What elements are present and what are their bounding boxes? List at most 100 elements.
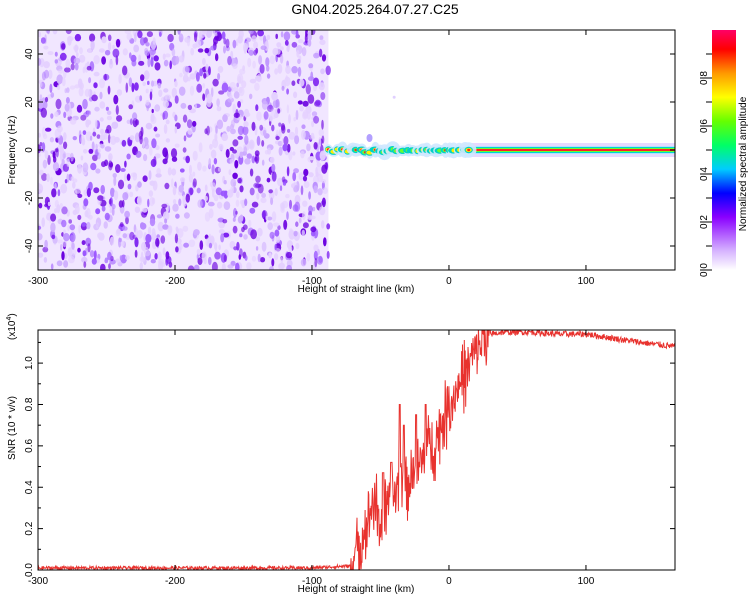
noise-blob	[319, 206, 326, 216]
noise-blob	[147, 80, 150, 85]
noise-blob	[179, 168, 185, 173]
noise-blob	[63, 132, 67, 141]
noise-blob	[244, 255, 248, 261]
noise-blob	[217, 65, 224, 73]
spec-xtick-label: -300	[28, 276, 48, 287]
noise-blob	[253, 49, 258, 56]
noise-blob	[175, 55, 180, 65]
noise-blob	[124, 160, 127, 168]
noise-blob	[54, 128, 62, 139]
noise-blob	[167, 225, 172, 236]
noise-blob	[113, 190, 119, 201]
noise-blob	[292, 151, 296, 156]
noise-blob	[182, 225, 189, 232]
noise-blob	[300, 258, 307, 267]
noise-blob	[305, 84, 311, 95]
noise-blob	[46, 173, 50, 183]
noise-blob	[122, 233, 128, 239]
noise-blob	[63, 233, 70, 242]
noise-blob	[232, 39, 237, 49]
noise-blob	[248, 219, 252, 228]
noise-blob	[76, 104, 83, 113]
noise-blob	[246, 153, 252, 160]
noise-blob	[287, 128, 291, 133]
spectrogram-xlabel: Height of straight line (km)	[298, 284, 415, 295]
noise-blob	[263, 111, 269, 120]
noise-blob	[77, 247, 81, 253]
noise-blob	[199, 240, 204, 251]
noise-blob	[153, 55, 159, 62]
noise-blob	[187, 128, 193, 135]
noise-blob	[296, 50, 300, 58]
noise-blob	[223, 37, 227, 45]
noise-blob	[157, 251, 162, 261]
noise-blob	[286, 104, 290, 114]
noise-blob	[101, 56, 106, 65]
noise-blob	[83, 261, 87, 268]
noise-blob	[244, 158, 251, 165]
noise-blob	[162, 247, 166, 256]
noise-blob	[57, 189, 61, 197]
noise-blob	[99, 101, 106, 109]
noise-blob	[60, 243, 63, 251]
noise-blob	[275, 47, 281, 55]
noise-blob	[274, 229, 280, 237]
noise-blob	[217, 167, 221, 172]
noise-blob	[243, 42, 248, 53]
noise-blob	[115, 105, 119, 115]
noise-blob	[44, 239, 48, 249]
noise-blob	[251, 255, 257, 262]
noise-blob	[320, 220, 325, 229]
snr-ytick-label: 0.2	[24, 521, 35, 535]
noise-blob	[89, 135, 93, 141]
noise-blob	[239, 214, 244, 222]
noise-blob	[99, 91, 103, 100]
noise-blob	[148, 190, 154, 197]
noise-blob	[216, 106, 222, 112]
noise-blob	[197, 257, 203, 266]
noise-blob	[216, 119, 224, 130]
noise-blob	[81, 256, 88, 263]
noise-blob	[190, 47, 195, 56]
noise-blob	[137, 30, 143, 39]
noise-blob	[291, 80, 296, 86]
noise-blob	[321, 54, 327, 62]
noise-blob	[211, 182, 217, 192]
noise-blob	[172, 185, 177, 196]
noise-blob	[147, 226, 152, 235]
noise-blob	[210, 45, 217, 51]
noise-blob	[101, 161, 106, 168]
noise-blob	[105, 129, 109, 134]
noise-blob	[108, 198, 112, 205]
noise-blob	[320, 92, 326, 100]
noise-blob	[38, 169, 44, 176]
noise-blob	[256, 111, 262, 121]
noise-blob	[237, 100, 242, 108]
noise-blob	[93, 82, 98, 89]
noise-blob	[276, 42, 282, 48]
noise-blob	[179, 72, 183, 78]
noise-blob	[302, 175, 308, 182]
noise-blob	[134, 249, 138, 258]
snr-axes: -300 -200 -100 0 100 0.0 0.2 0.4 0.6 0.8 1.0	[24, 330, 675, 587]
noise-blob	[70, 63, 75, 71]
noise-blob	[78, 87, 84, 97]
noise-blob	[79, 47, 83, 55]
noise-blob	[131, 82, 135, 93]
noise-blob	[208, 66, 211, 76]
spec-xtick-label: 100	[578, 276, 595, 287]
noise-blob	[97, 195, 104, 201]
noise-blob	[282, 181, 287, 186]
noise-blob	[185, 155, 190, 164]
noise-blob	[136, 195, 143, 206]
noise-blob	[39, 94, 43, 101]
colorbar-tick-label: 0.4	[699, 167, 710, 181]
noise-blob	[171, 168, 177, 176]
snr-ytick-label: 0.8	[24, 397, 35, 411]
noise-blob	[143, 70, 150, 80]
noise-blob	[275, 135, 280, 141]
noise-blob	[255, 175, 261, 183]
noise-blob	[317, 188, 323, 196]
